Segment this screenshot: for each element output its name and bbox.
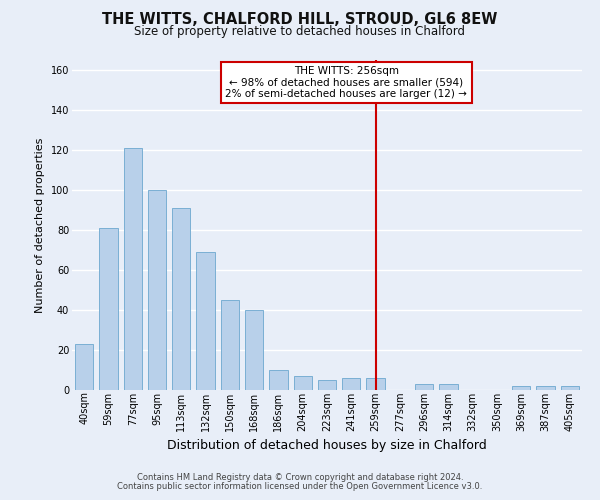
- Bar: [415, 384, 433, 390]
- Text: Contains public sector information licensed under the Open Government Licence v3: Contains public sector information licen…: [118, 482, 482, 491]
- Bar: [293, 376, 312, 390]
- Bar: [439, 384, 458, 390]
- Text: THE WITTS: 256sqm
← 98% of detached houses are smaller (594)
2% of semi-detached: THE WITTS: 256sqm ← 98% of detached hous…: [226, 66, 467, 99]
- Bar: [148, 190, 166, 390]
- Bar: [221, 300, 239, 390]
- Bar: [172, 208, 190, 390]
- X-axis label: Distribution of detached houses by size in Chalford: Distribution of detached houses by size …: [167, 439, 487, 452]
- Text: Size of property relative to detached houses in Chalford: Size of property relative to detached ho…: [134, 25, 466, 38]
- Bar: [124, 148, 142, 390]
- Bar: [269, 370, 287, 390]
- Text: THE WITTS, CHALFORD HILL, STROUD, GL6 8EW: THE WITTS, CHALFORD HILL, STROUD, GL6 8E…: [103, 12, 497, 28]
- Bar: [196, 252, 215, 390]
- Bar: [75, 344, 93, 390]
- Bar: [245, 310, 263, 390]
- Bar: [536, 386, 554, 390]
- Bar: [342, 378, 361, 390]
- Y-axis label: Number of detached properties: Number of detached properties: [35, 138, 45, 312]
- Bar: [318, 380, 336, 390]
- Text: Contains HM Land Registry data © Crown copyright and database right 2024.: Contains HM Land Registry data © Crown c…: [137, 474, 463, 482]
- Bar: [367, 378, 385, 390]
- Bar: [561, 386, 579, 390]
- Bar: [512, 386, 530, 390]
- Bar: [100, 228, 118, 390]
